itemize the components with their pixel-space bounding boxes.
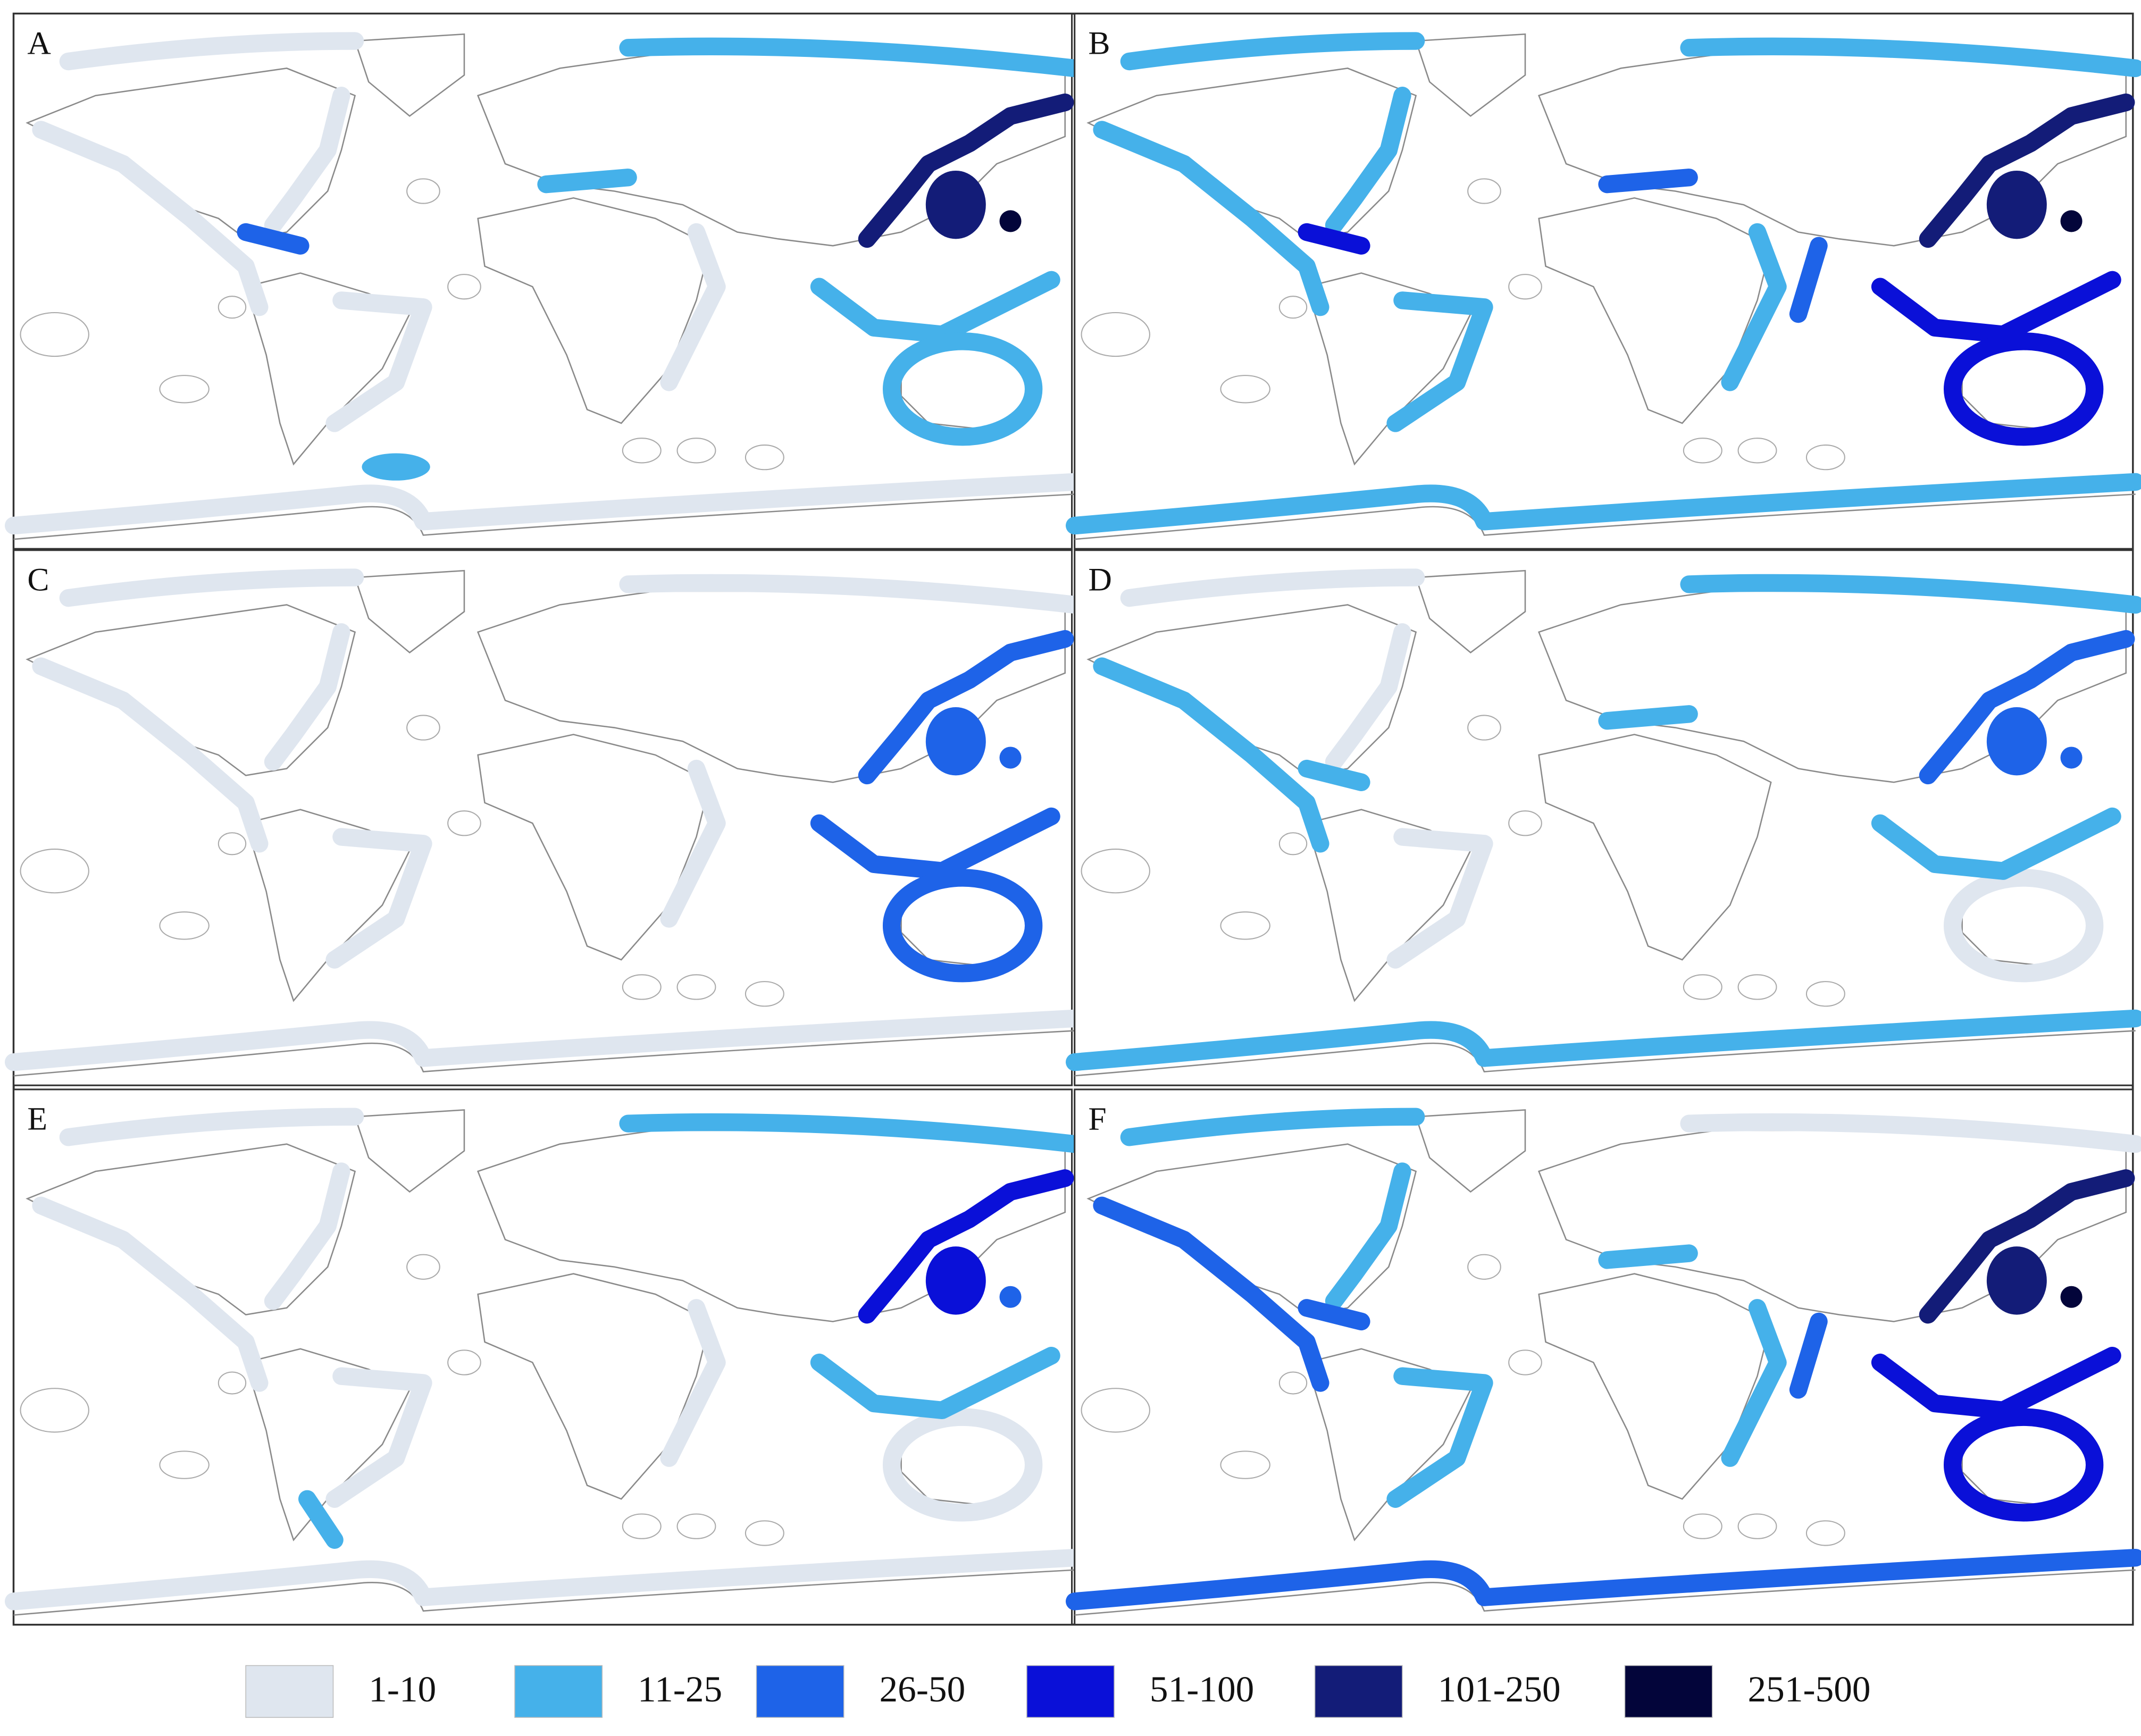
region bbox=[2060, 1286, 2083, 1308]
panel-label: A bbox=[27, 25, 51, 61]
legend-swatch bbox=[514, 1665, 603, 1718]
region bbox=[2060, 747, 2083, 769]
region bbox=[1986, 707, 2047, 776]
region bbox=[546, 178, 628, 184]
map-panel: C bbox=[14, 549, 1075, 1086]
legend-swatch bbox=[245, 1665, 334, 1718]
legend-label: 51-100 bbox=[1150, 1668, 1254, 1709]
region bbox=[1986, 1246, 2047, 1315]
legend-label: 1-10 bbox=[369, 1668, 436, 1709]
panel-label: F bbox=[1088, 1101, 1106, 1137]
legend-label: 11-25 bbox=[638, 1668, 722, 1709]
region bbox=[925, 1246, 986, 1315]
region bbox=[999, 210, 1022, 232]
legend-label: 101-250 bbox=[1438, 1668, 1561, 1709]
legend-label: 26-50 bbox=[880, 1668, 966, 1709]
region bbox=[1986, 170, 2047, 239]
region bbox=[925, 170, 986, 239]
map-panel: B bbox=[1075, 13, 2136, 550]
panel-label: E bbox=[27, 1101, 47, 1137]
map-panel: D bbox=[1075, 549, 2136, 1086]
region bbox=[362, 453, 430, 481]
region bbox=[2060, 210, 2083, 232]
region bbox=[925, 707, 986, 776]
legend-swatch bbox=[756, 1665, 844, 1718]
region bbox=[999, 1286, 1022, 1308]
region bbox=[999, 747, 1022, 769]
region bbox=[1607, 714, 1689, 721]
legend-label: 251-500 bbox=[1748, 1668, 1871, 1709]
map-panel: F bbox=[1075, 1088, 2136, 1626]
region bbox=[1607, 1253, 1689, 1260]
legend-swatch bbox=[1026, 1665, 1115, 1718]
region bbox=[1607, 178, 1689, 184]
legend-swatch bbox=[1314, 1665, 1403, 1718]
legend-swatch bbox=[1624, 1665, 1713, 1718]
panel-label: B bbox=[1088, 25, 1110, 61]
map-panel: E bbox=[14, 1088, 1075, 1626]
panel-label: D bbox=[1088, 562, 1111, 598]
map-panel: A bbox=[14, 13, 1075, 550]
panel-label: C bbox=[27, 562, 49, 598]
